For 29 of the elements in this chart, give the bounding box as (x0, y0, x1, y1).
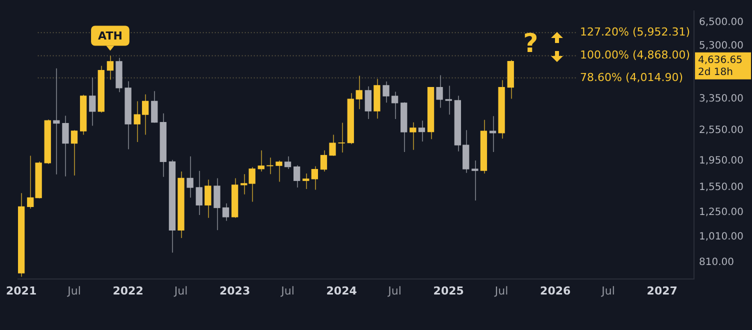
y-tick-label: 1,250.00 (699, 206, 744, 218)
text: 4,636.65 (698, 54, 743, 66)
y-tick-label: 3,350.00 (699, 93, 744, 104)
annotation: ? (523, 28, 538, 59)
x-tick-label: Jul (600, 284, 615, 298)
y-tick-label: 5,300.00 (699, 40, 744, 52)
x-tick-label: Jul (66, 284, 81, 298)
x-tick-label: 2022 (112, 284, 144, 298)
y-tick-label: 6,500.00 (699, 17, 744, 28)
x-tick-label: Jul (494, 284, 508, 298)
ref-line-label: 78.60% (4,014.90) (580, 70, 684, 84)
y-tick-label: 810.00 (699, 256, 734, 268)
x-tick-label: Jul (280, 284, 294, 298)
x-tick-label: Jul (387, 284, 402, 298)
x-tick-label: 2024 (326, 284, 358, 298)
y-tick-label: 2,550.00 (699, 124, 744, 136)
ref-line-label: 127.20% (5,952.31) (580, 25, 690, 38)
annotation: ATH (98, 30, 122, 43)
text: 2d 18h (698, 66, 733, 78)
y-tick-label: 1,010.00 (699, 231, 744, 242)
ref-line-label: 100.00% (4,868.00) (580, 48, 690, 62)
y-tick-label: 1,950.00 (699, 156, 744, 167)
x-tick-label: 2025 (433, 284, 464, 298)
x-tick-label: 2026 (540, 284, 572, 298)
x-tick-label: 2023 (220, 284, 250, 298)
x-tick-label: 2027 (646, 284, 678, 298)
x-tick-label: 2021 (6, 284, 37, 298)
y-tick-label: 1,550.00 (699, 182, 744, 194)
x-tick-label: Jul (173, 284, 188, 298)
